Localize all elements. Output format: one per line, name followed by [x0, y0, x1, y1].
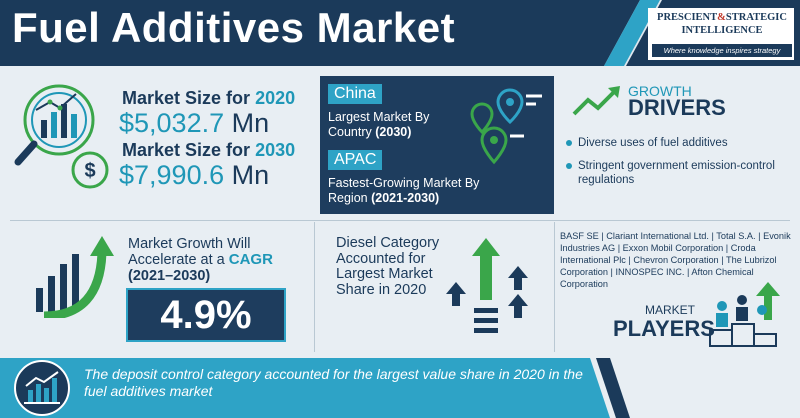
divider	[10, 220, 790, 221]
logo-tagline: Where knowledge inspires strategy	[652, 44, 792, 57]
china-text: Largest Market By Country (2030)	[328, 110, 430, 139]
svg-text:$: $	[84, 160, 95, 182]
players-title: PLAYERS	[613, 316, 715, 341]
divider	[554, 222, 555, 352]
apac-text: Fastest-Growing Market By Region (2021-2…	[328, 176, 480, 205]
bar-growth-icon	[36, 236, 114, 318]
growth-arrow-icon	[572, 86, 620, 116]
china-tag: China	[328, 84, 382, 104]
growth-drivers-list: Diverse uses of fuel additives Stringent…	[564, 136, 796, 196]
growth-drivers-title-small: GROWTH	[628, 83, 692, 99]
page-title: Fuel Additives Market	[12, 4, 456, 51]
players-list: BASF SE | Clariant International Ltd. | …	[560, 231, 791, 289]
market-size-value-2030: $7,990.6 Mn	[119, 160, 270, 190]
chart-footer-icon	[24, 371, 60, 404]
logo-line1: PRESCIENT&STRATEGIC	[657, 12, 787, 23]
growth-drivers-title: DRIVERS	[628, 95, 726, 120]
market-size-value-2020: $5,032.7 Mn	[119, 108, 270, 138]
market-size-label-2030: Market Size for 2030	[122, 140, 296, 160]
list-item: Diverse uses of fuel additives	[564, 136, 796, 150]
map-pin-icon	[470, 88, 542, 165]
market-size-label-2020: Market Size for 2020	[122, 88, 296, 108]
footer-text: The deposit control category accounted f…	[84, 366, 583, 399]
apac-tag: APAC	[328, 150, 383, 170]
list-item: Stringent government emission-control re…	[564, 159, 796, 187]
up-arrows-icon	[446, 238, 528, 333]
dollar-coin-icon: $	[71, 151, 109, 189]
logo-line2: INTELLIGENCE	[681, 25, 763, 36]
magnifier-chart-icon	[14, 84, 95, 166]
players-podium-icon	[709, 282, 780, 347]
players-title-small: MARKET	[645, 303, 696, 317]
cagr-text: Market Growth Will Accelerate at a CAGR …	[128, 236, 273, 284]
divider	[314, 222, 315, 352]
category-text: Diesel Category Accounted for Largest Ma…	[336, 235, 440, 298]
cagr-value: 4.9%	[126, 288, 286, 342]
